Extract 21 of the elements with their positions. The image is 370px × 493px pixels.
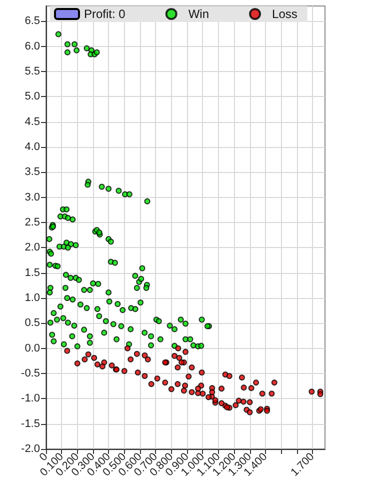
y-tick-label: 5.0 bbox=[24, 90, 40, 103]
y-tick-label: 4.5 bbox=[24, 116, 40, 128]
y-tick-label: 6.5 bbox=[24, 15, 40, 28]
y-tick-label: 0.0 bbox=[24, 342, 40, 354]
legend-label: Win bbox=[188, 7, 210, 21]
y-tick-label: 0.5 bbox=[24, 317, 40, 330]
y-tick-label: 2.5 bbox=[24, 216, 40, 228]
y-tick-label: -1.5 bbox=[21, 418, 40, 430]
y-tick-label: 2.0 bbox=[24, 242, 40, 254]
y-tick-label: -2.0 bbox=[21, 443, 40, 455]
legend-label: Profit: 0 bbox=[84, 7, 126, 21]
y-tick-label: 5.5 bbox=[24, 65, 40, 78]
y-tick-label: 1.0 bbox=[24, 292, 40, 304]
y-tick-label: -0.5 bbox=[21, 367, 40, 380]
y-tick-label: 1.5 bbox=[24, 266, 40, 279]
y-tick-label: 3.0 bbox=[24, 191, 40, 204]
y-tick-label: 6.0 bbox=[24, 40, 40, 52]
y-tick-label: -1.0 bbox=[21, 392, 40, 405]
legend-label: Loss bbox=[272, 7, 298, 21]
y-tick-label: 4.0 bbox=[24, 140, 40, 153]
y-tick-label: 3.5 bbox=[24, 166, 40, 178]
